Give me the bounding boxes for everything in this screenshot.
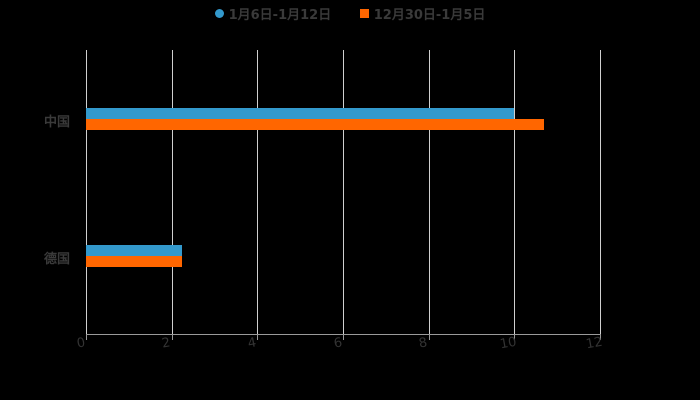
x-tick xyxy=(343,334,344,340)
legend-circle-icon xyxy=(214,9,224,18)
legend-square-icon xyxy=(359,9,369,18)
x-tick-label: 4 xyxy=(246,335,258,352)
x-tick-label: 12 xyxy=(584,334,604,353)
legend-item-series-2[interactable]: 12月30日-1月5日 xyxy=(359,4,486,23)
legend-label: 12月30日-1月5日 xyxy=(373,8,486,23)
chart-legend: 1月6日-1月12日 12月30日-1月5日 xyxy=(0,4,700,23)
x-tick-label: 8 xyxy=(417,335,429,352)
bar-germany-series-2[interactable] xyxy=(86,256,182,267)
x-tick xyxy=(257,334,259,340)
x-tick-label: 10 xyxy=(498,334,518,353)
gridline xyxy=(428,50,430,334)
legend-label: 1月6日-1月12日 xyxy=(228,8,332,23)
gridline xyxy=(514,50,516,334)
x-tick-label: 6 xyxy=(332,335,344,352)
gridline xyxy=(257,50,259,334)
x-tick xyxy=(428,334,430,340)
gridline xyxy=(600,50,601,334)
bar-germany-series-1[interactable] xyxy=(86,245,182,256)
bar-china-series-1[interactable] xyxy=(86,108,514,119)
gridline xyxy=(343,50,344,334)
category-label-germany: 德国 xyxy=(44,252,71,267)
x-tick xyxy=(86,334,87,340)
plot-area xyxy=(86,50,601,334)
bar-china-series-2[interactable] xyxy=(86,119,544,130)
x-tick xyxy=(514,334,516,340)
x-tick xyxy=(600,334,601,340)
x-tick-label: 0 xyxy=(75,335,87,352)
legend-item-series-1[interactable]: 1月6日-1月12日 xyxy=(214,4,332,23)
x-tick xyxy=(171,334,173,340)
x-tick-label: 2 xyxy=(160,335,172,352)
gridline xyxy=(171,50,173,334)
gridline xyxy=(86,50,87,334)
category-label-china: 中国 xyxy=(44,115,71,130)
